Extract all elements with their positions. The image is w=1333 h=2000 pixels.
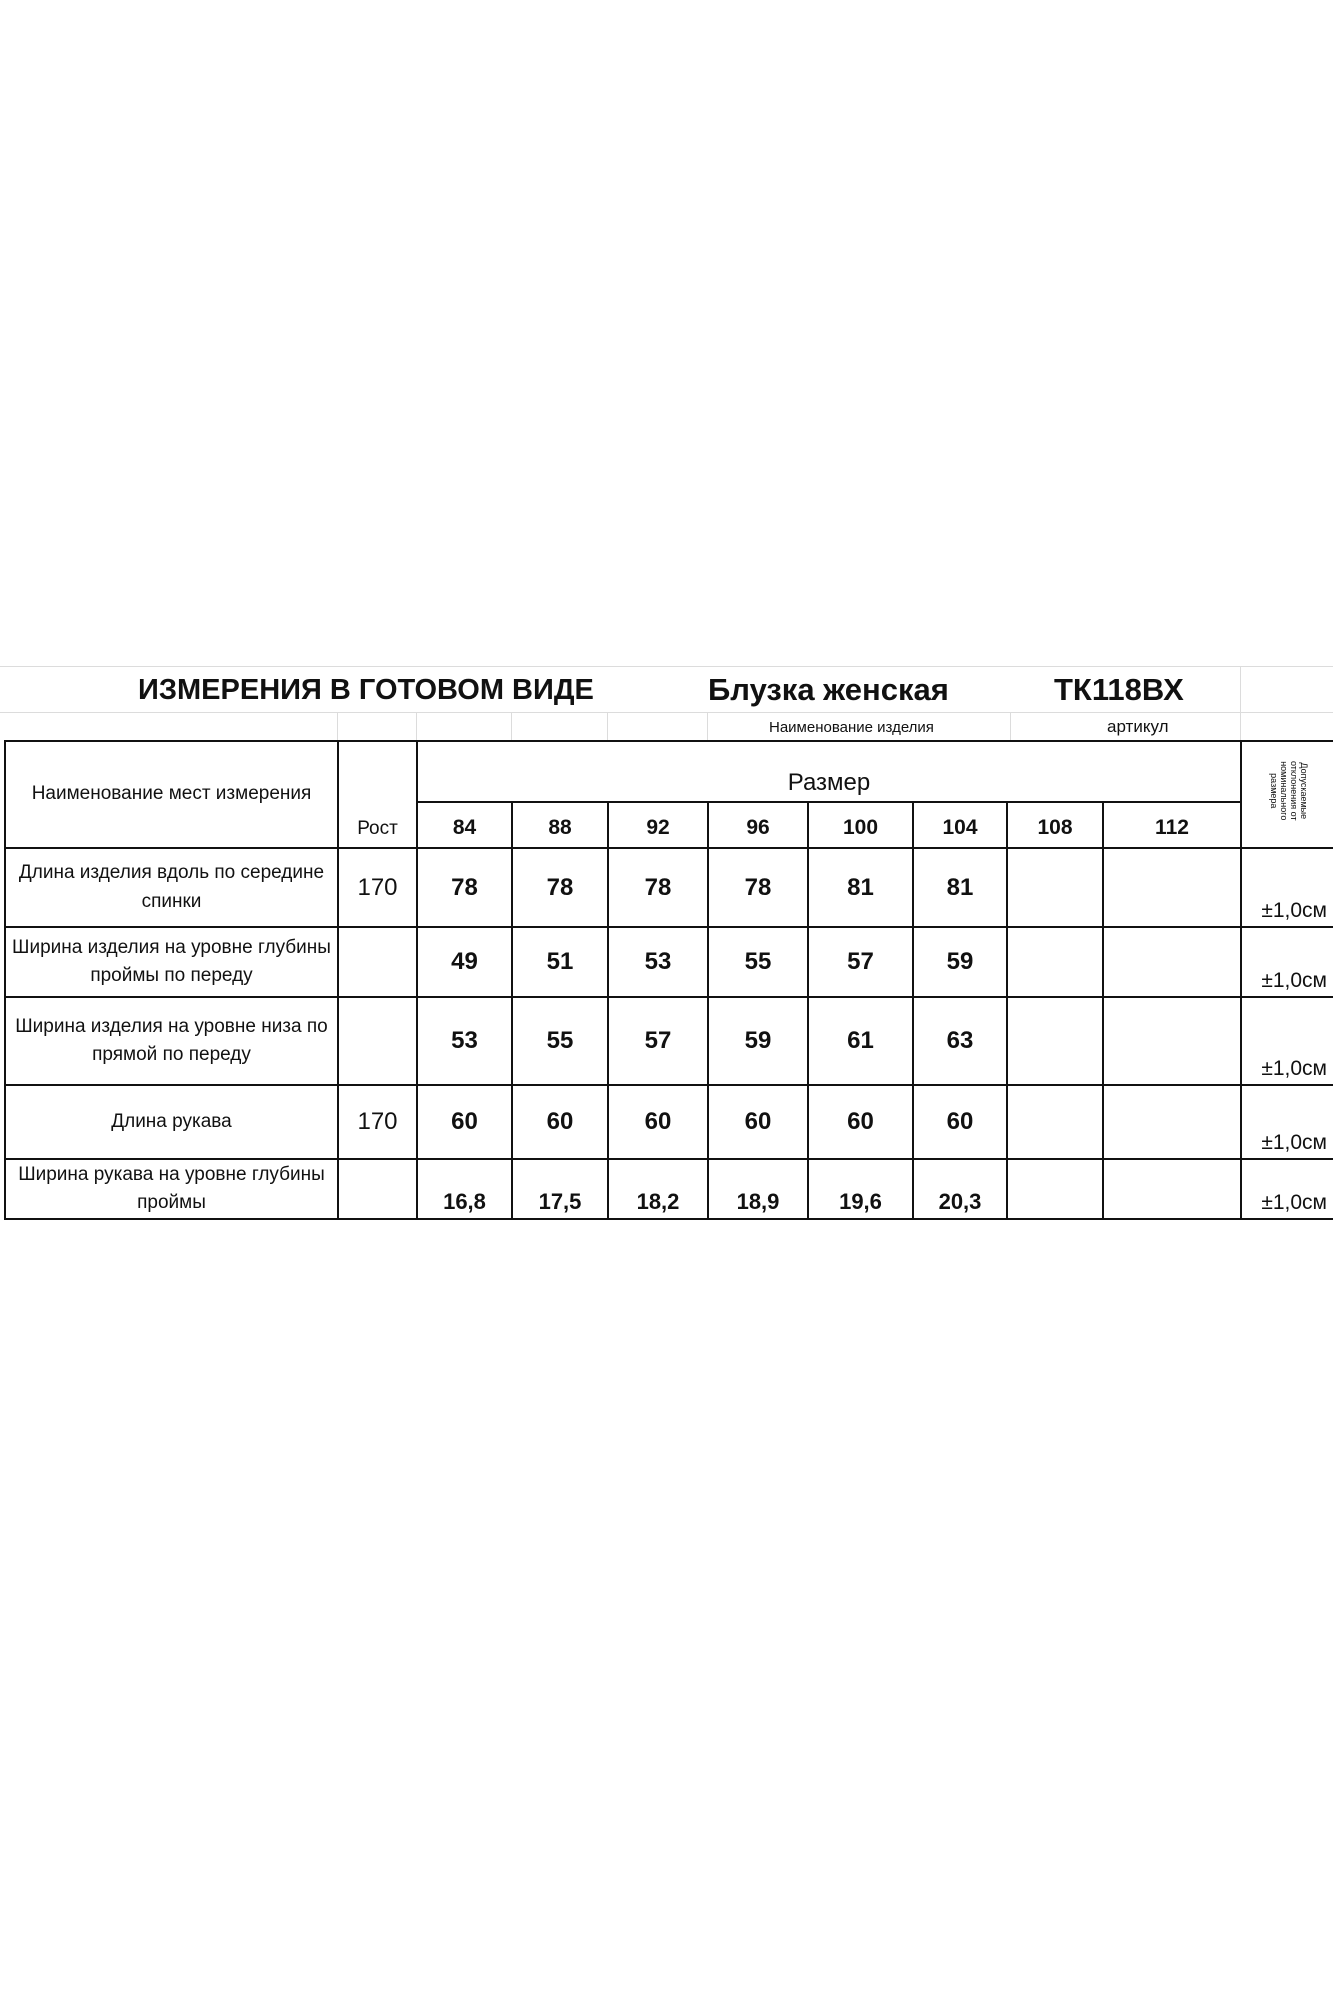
size-value: 61	[807, 996, 914, 1086]
gridline	[0, 666, 1333, 667]
size-value: 18,2	[607, 1158, 709, 1220]
size-header: 92	[607, 801, 709, 849]
size-value: 57	[807, 926, 914, 998]
size-value: 57	[607, 996, 709, 1086]
size-value: 78	[416, 847, 513, 928]
measurement-name: Длина изделия вдоль по середине спинки	[4, 847, 339, 928]
col-tolerance-header: Допускаемые отклонения от номинального р…	[1240, 740, 1333, 849]
size-header: 84	[416, 801, 513, 849]
size-value: 60	[511, 1084, 609, 1160]
measurements-table: Наименование мест измерения Рост Размер …	[4, 740, 1333, 1220]
article-label: артикул	[1107, 717, 1169, 736]
size-value: 49	[416, 926, 513, 998]
size-header: 96	[707, 801, 809, 849]
measurement-name: Ширина изделия на уровне глубины проймы …	[4, 926, 339, 998]
size-value: 60	[807, 1084, 914, 1160]
size-value: 78	[707, 847, 809, 928]
gridline	[1010, 712, 1011, 740]
measurement-name: Ширина рукава на уровне глубины проймы	[4, 1158, 339, 1220]
table-row: Ширина рукава на уровне глубины проймы 16…	[4, 1158, 1333, 1220]
height-value	[337, 1158, 418, 1220]
size-value: 53	[416, 996, 513, 1086]
gridline	[0, 712, 1333, 713]
size-value: 59	[707, 996, 809, 1086]
article-code: ТК118ВХ	[1054, 672, 1184, 707]
size-value	[1006, 1158, 1104, 1220]
size-value: 63	[912, 996, 1008, 1086]
gridline	[707, 712, 708, 740]
size-value	[1102, 1158, 1242, 1220]
gridline	[511, 712, 512, 740]
size-value: 60	[912, 1084, 1008, 1160]
size-value: 16,8	[416, 1158, 513, 1220]
tolerance-value: ±1,0см	[1240, 926, 1333, 998]
size-value	[1102, 926, 1242, 998]
measurement-name: Ширина изделия на уровне низа по прямой …	[4, 996, 339, 1086]
product-name-label: Наименование изделия	[769, 719, 934, 736]
size-value: 55	[511, 996, 609, 1086]
gridline	[1240, 666, 1241, 740]
tolerance-value: ±1,0см	[1240, 1084, 1333, 1160]
size-value: 78	[511, 847, 609, 928]
col-size-header: Размер	[416, 740, 1242, 803]
size-value: 60	[607, 1084, 709, 1160]
size-value: 53	[607, 926, 709, 998]
size-header: 100	[807, 801, 914, 849]
table-row: Ширина изделия на уровне низа по прямой …	[4, 996, 1333, 1086]
table-row: Длина изделия вдоль по середине спинки 17…	[4, 847, 1333, 928]
measurement-name: Длина рукава	[4, 1084, 339, 1160]
size-value: 51	[511, 926, 609, 998]
size-value: 20,3	[912, 1158, 1008, 1220]
size-value: 60	[707, 1084, 809, 1160]
size-value	[1102, 996, 1242, 1086]
size-value: 17,5	[511, 1158, 609, 1220]
height-value: 170	[337, 1084, 418, 1160]
size-value: 81	[912, 847, 1008, 928]
col-name-header: Наименование мест измерения	[4, 740, 339, 849]
size-header: 112	[1102, 801, 1242, 849]
height-value	[337, 996, 418, 1086]
size-value	[1102, 847, 1242, 928]
table-row: Ширина изделия на уровне глубины проймы …	[4, 926, 1333, 998]
table-row: Длина рукава 170 60 60 60 60 60 60 ±1,0см	[4, 1084, 1333, 1160]
size-value: 19,6	[807, 1158, 914, 1220]
size-value	[1006, 1084, 1104, 1160]
product-name: Блузка женская	[708, 672, 949, 707]
col-height-header: Рост	[337, 740, 418, 849]
size-value: 81	[807, 847, 914, 928]
size-value: 60	[416, 1084, 513, 1160]
size-value	[1006, 926, 1104, 998]
tolerance-value: ±1,0см	[1240, 847, 1333, 928]
size-value: 18,9	[707, 1158, 809, 1220]
gridline	[607, 712, 608, 740]
gridline	[337, 712, 338, 740]
size-value	[1006, 847, 1104, 928]
size-value: 55	[707, 926, 809, 998]
size-value: 78	[607, 847, 709, 928]
size-header: 104	[912, 801, 1008, 849]
tolerance-value: ±1,0см	[1240, 996, 1333, 1086]
size-header: 88	[511, 801, 609, 849]
height-value: 170	[337, 847, 418, 928]
height-value	[337, 926, 418, 998]
size-value: 59	[912, 926, 1008, 998]
gridline	[416, 712, 417, 740]
tolerance-value: ±1,0см	[1240, 1158, 1333, 1220]
size-value	[1006, 996, 1104, 1086]
size-value	[1102, 1084, 1242, 1160]
size-header: 108	[1006, 801, 1104, 849]
page-title: ИЗМЕРЕНИЯ В ГОТОВОМ ВИДЕ	[138, 674, 594, 706]
